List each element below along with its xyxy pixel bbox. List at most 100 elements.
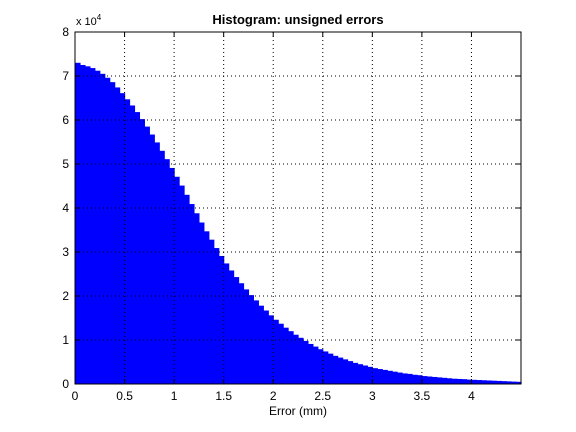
x-axis-label: Error (mm) bbox=[269, 404, 327, 418]
histogram-bar bbox=[154, 142, 160, 384]
x-axis-ticks: 0 0.5 1 1.5 2 2.5 3 3.5 4 bbox=[72, 32, 475, 403]
y-tick-label: 6 bbox=[62, 113, 69, 127]
histogram-bar bbox=[496, 380, 502, 384]
histogram-bar bbox=[466, 379, 473, 384]
histogram-bar bbox=[491, 380, 497, 384]
histogram-bar bbox=[377, 369, 383, 384]
histogram-bar bbox=[238, 283, 245, 384]
histogram-bar bbox=[357, 364, 364, 384]
y-tick-label: 0 bbox=[62, 377, 69, 391]
x-tick-label: 0 bbox=[72, 389, 79, 403]
histogram-bar bbox=[233, 277, 240, 384]
histogram-bar bbox=[382, 369, 388, 384]
histogram-bar bbox=[208, 239, 215, 384]
histogram-bar bbox=[471, 379, 477, 384]
x-tick-label: 2.5 bbox=[314, 389, 331, 403]
histogram-bar bbox=[476, 380, 482, 384]
histogram-bar bbox=[94, 70, 101, 384]
y-scale-base: x 10 bbox=[76, 16, 97, 28]
histogram-bar bbox=[243, 289, 250, 384]
histogram-bar bbox=[213, 248, 220, 384]
histogram-bar bbox=[342, 359, 349, 384]
histogram-bar bbox=[149, 134, 155, 384]
histogram-bar bbox=[456, 378, 463, 384]
histogram-bar bbox=[298, 337, 304, 384]
histogram-bar bbox=[411, 374, 418, 384]
histogram-bar bbox=[372, 368, 378, 384]
y-axis-ticks: 0 1 2 3 4 5 6 7 8 bbox=[62, 25, 521, 391]
histogram-bar bbox=[223, 263, 230, 384]
histogram-bar bbox=[402, 373, 408, 384]
histogram-bar bbox=[426, 376, 433, 384]
histogram-bar bbox=[203, 231, 210, 384]
histogram-bar bbox=[397, 372, 403, 384]
histogram-bar bbox=[421, 376, 428, 384]
y-tick-label: 2 bbox=[62, 289, 69, 303]
y-tick-label: 8 bbox=[62, 25, 69, 39]
histogram-bar bbox=[337, 357, 344, 384]
x-tick-label: 0.5 bbox=[116, 389, 133, 403]
x-tick-label: 1.5 bbox=[215, 389, 232, 403]
histogram-bar bbox=[312, 346, 319, 384]
histogram-bar bbox=[288, 331, 294, 384]
histogram-bar bbox=[302, 340, 309, 384]
histogram-bar bbox=[99, 73, 106, 385]
x-tick-label: 3.5 bbox=[414, 389, 431, 403]
histogram-bar bbox=[114, 87, 121, 384]
histogram-bar bbox=[481, 380, 487, 384]
histogram-bar bbox=[367, 366, 373, 384]
histogram-bar bbox=[144, 126, 150, 384]
histogram-bar bbox=[129, 105, 136, 384]
histogram-bar bbox=[322, 351, 329, 384]
histogram-bar bbox=[119, 93, 126, 384]
histogram-bar bbox=[347, 361, 354, 384]
histogram-bar bbox=[184, 194, 190, 384]
x-tick-label: 3 bbox=[369, 389, 376, 403]
histogram-bar bbox=[253, 300, 259, 384]
histogram-bar bbox=[352, 362, 359, 384]
histogram-bar bbox=[516, 381, 522, 384]
histogram-bar bbox=[387, 370, 393, 384]
histogram-bar bbox=[407, 373, 413, 384]
y-tick-label: 3 bbox=[62, 245, 69, 259]
histogram-bar bbox=[263, 310, 269, 384]
histogram-bar bbox=[436, 377, 443, 384]
histogram-bar bbox=[159, 150, 165, 384]
chart-title: Histogram: unsigned errors bbox=[212, 12, 383, 27]
histogram-bar bbox=[511, 381, 517, 384]
x-tick-label: 2 bbox=[270, 389, 277, 403]
histogram-bar bbox=[193, 213, 200, 384]
histogram-bar bbox=[327, 353, 334, 384]
histogram-bar bbox=[109, 82, 116, 384]
y-scale-multiplier: x 104 bbox=[76, 13, 102, 28]
y-tick-label: 5 bbox=[62, 157, 69, 171]
histogram-bar bbox=[198, 222, 205, 384]
histogram-bar bbox=[169, 167, 175, 384]
histogram-bar bbox=[293, 334, 299, 384]
histogram-bar bbox=[317, 349, 324, 384]
histogram-bar bbox=[134, 112, 141, 384]
histogram-bar bbox=[273, 319, 279, 384]
histogram-bar bbox=[164, 159, 170, 384]
grid-lines bbox=[75, 32, 521, 384]
y-tick-label: 7 bbox=[62, 69, 69, 83]
histogram-bar bbox=[431, 376, 438, 384]
histogram-bar bbox=[268, 315, 274, 384]
x-tick-label: 1 bbox=[171, 389, 178, 403]
histogram-bar bbox=[441, 377, 448, 384]
histogram-bar bbox=[174, 176, 180, 384]
bars-group bbox=[75, 62, 522, 385]
histogram-bar bbox=[218, 255, 225, 384]
histogram-bar bbox=[307, 343, 314, 384]
histogram-bar bbox=[332, 355, 339, 384]
histogram-bar bbox=[283, 327, 289, 384]
y-scale-exponent: 4 bbox=[97, 13, 102, 22]
histogram-bar bbox=[104, 77, 111, 384]
histogram-bar bbox=[392, 371, 398, 384]
histogram-bar bbox=[124, 99, 131, 384]
histogram-bar bbox=[486, 380, 492, 384]
histogram-bar bbox=[228, 270, 235, 384]
histogram-bar bbox=[188, 204, 195, 384]
y-tick-label: 1 bbox=[62, 333, 69, 347]
histogram-bar bbox=[416, 375, 423, 384]
